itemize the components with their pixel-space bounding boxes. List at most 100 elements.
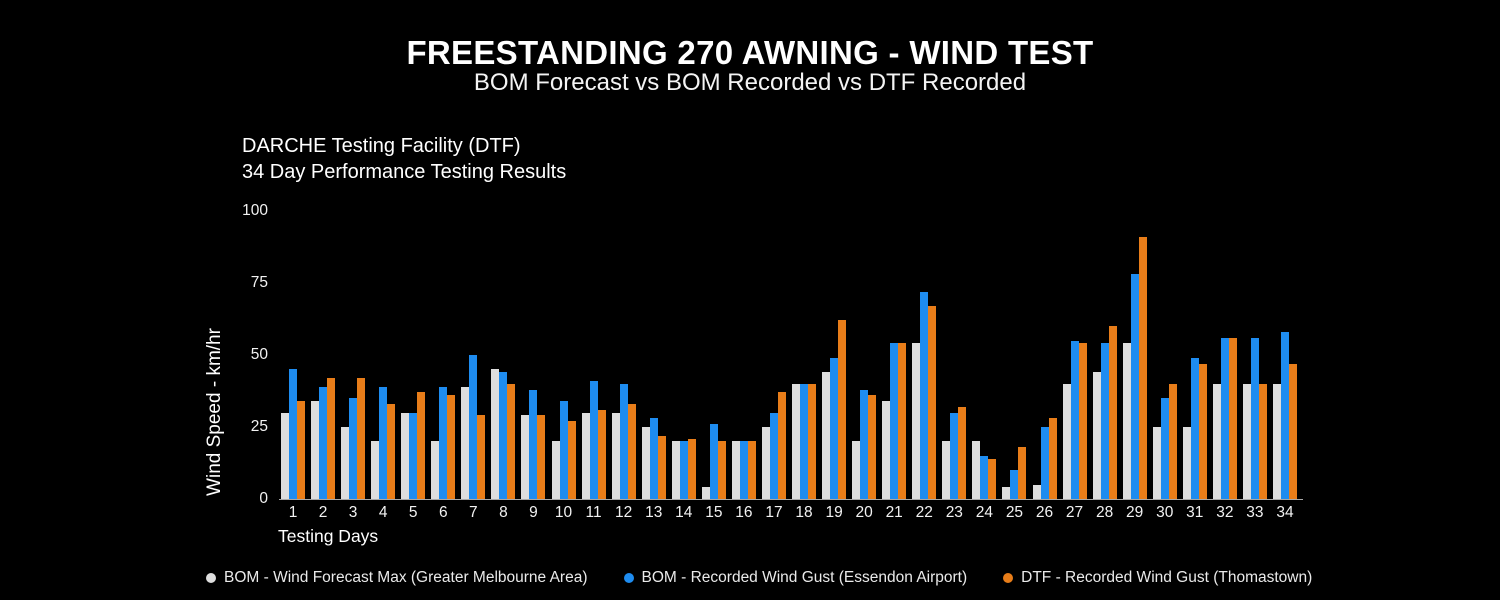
bar-bom-forecast-max <box>431 441 440 499</box>
bar-dtf-recorded-gust <box>417 392 426 499</box>
x-tick-label: 34 <box>1276 504 1294 521</box>
bar-group-day-20 <box>852 389 877 499</box>
bar-group-day-29 <box>1122 236 1147 499</box>
x-tick-label: 5 <box>408 504 418 521</box>
bar-bom-recorded-gust <box>499 372 508 499</box>
bar-bom-forecast-max <box>1272 383 1281 499</box>
bar-bom-forecast-max <box>491 369 500 499</box>
bar-bom-recorded-gust <box>649 418 658 499</box>
bar-dtf-recorded-gust <box>747 441 756 499</box>
x-tick-label: 21 <box>885 504 903 521</box>
bar-dtf-recorded-gust <box>988 458 997 499</box>
bar-dtf-recorded-gust <box>567 421 576 499</box>
bar-dtf-recorded-gust <box>447 395 456 499</box>
bar-bom-forecast-max <box>822 372 831 499</box>
bar-bom-forecast-max <box>701 487 710 499</box>
x-tick-label: 30 <box>1156 504 1174 521</box>
bar-bom-forecast-max <box>1032 484 1041 499</box>
bar-group-day-34 <box>1272 331 1297 499</box>
bar-dtf-recorded-gust <box>657 435 666 499</box>
bar-group-day-26 <box>1032 418 1057 499</box>
bar-bom-recorded-gust <box>800 383 809 499</box>
x-tick-label: 14 <box>675 504 693 521</box>
y-tick-label: 25 <box>250 418 268 435</box>
bar-bom-forecast-max <box>551 441 560 499</box>
bar-group-day-8 <box>491 369 516 499</box>
bar-group-day-23 <box>942 406 967 499</box>
x-tick-label: 4 <box>378 504 388 521</box>
bar-dtf-recorded-gust <box>928 306 937 499</box>
bar-dtf-recorded-gust <box>1258 383 1267 499</box>
bar-group-day-4 <box>371 386 396 499</box>
bar-bom-recorded-gust <box>1220 337 1229 499</box>
bar-dtf-recorded-gust <box>1288 363 1297 499</box>
bar-group-day-7 <box>461 355 486 499</box>
x-tick-label: 27 <box>1065 504 1084 521</box>
bar-bom-forecast-max <box>1122 343 1131 499</box>
bar-dtf-recorded-gust <box>1108 326 1117 499</box>
legend-item-bom-forecast-max[interactable]: BOM - Wind Forecast Max (Greater Melbour… <box>206 569 588 587</box>
bar-dtf-recorded-gust <box>1168 383 1177 499</box>
x-tick-label: 20 <box>855 504 873 521</box>
bar-dtf-recorded-gust <box>627 403 636 499</box>
bar-dtf-recorded-gust <box>597 409 606 499</box>
x-tick-label: 8 <box>499 504 508 521</box>
x-tick-label: 23 <box>945 504 963 521</box>
bar-group-day-6 <box>431 386 456 499</box>
bar-dtf-recorded-gust <box>717 441 726 499</box>
annotation-line-1: DARCHE Testing Facility (DTF) <box>242 135 521 157</box>
bar-dtf-recorded-gust <box>777 392 786 499</box>
bar-bom-forecast-max <box>1002 487 1011 499</box>
bar-dtf-recorded-gust <box>1018 447 1027 499</box>
bar-group-day-2 <box>311 378 336 499</box>
bar-group-day-27 <box>1062 340 1087 499</box>
bar-group-day-24 <box>972 441 997 499</box>
bar-group-day-30 <box>1152 383 1177 499</box>
legend-item-dtf-recorded-gust[interactable]: DTF - Recorded Wind Gust (Thomastown) <box>1003 569 1312 587</box>
bar-bom-forecast-max <box>761 427 770 499</box>
bar-bom-recorded-gust <box>830 357 839 499</box>
bar-dtf-recorded-gust <box>687 438 696 499</box>
bar-bom-recorded-gust <box>469 355 478 499</box>
bar-bom-forecast-max <box>731 441 740 499</box>
bar-bom-forecast-max <box>972 441 981 499</box>
bar-group-day-28 <box>1092 326 1117 499</box>
legend-item-bom-recorded-gust[interactable]: BOM - Recorded Wind Gust (Essendon Airpo… <box>623 569 967 587</box>
x-tick-label: 2 <box>318 504 328 521</box>
bar-bom-forecast-max <box>792 383 801 499</box>
bar-dtf-recorded-gust <box>297 401 305 499</box>
bar-bom-recorded-gust <box>409 412 418 499</box>
bar-group-day-3 <box>341 378 366 499</box>
x-tick-label: 25 <box>1005 504 1024 521</box>
bar-group-day-17 <box>761 392 786 499</box>
legend-label: BOM - Wind Forecast Max (Greater Melbour… <box>224 569 588 586</box>
x-tick-label: 1 <box>288 504 298 521</box>
page-subtitle: BOM Forecast vs BOM Recorded vs DTF Reco… <box>473 69 1027 96</box>
bar-bom-forecast-max <box>912 343 921 499</box>
bar-group-day-14 <box>671 438 696 499</box>
legend-dot-icon <box>1003 573 1014 583</box>
bar-bom-recorded-gust <box>589 380 598 499</box>
x-tick-label: 19 <box>825 504 843 521</box>
bar-group-day-16 <box>731 441 756 499</box>
y-tick-label: 0 <box>259 490 268 507</box>
x-tick-label: 12 <box>615 504 633 521</box>
bar-dtf-recorded-gust <box>327 378 336 499</box>
bar-bom-forecast-max <box>461 386 470 499</box>
bar-dtf-recorded-gust <box>1198 363 1207 499</box>
bar-group-day-9 <box>521 389 546 499</box>
bar-dtf-recorded-gust <box>1138 236 1147 499</box>
chart-annotation: DARCHE Testing Facility (DTF) 34 Day Per… <box>242 133 566 185</box>
bar-group-day-33 <box>1242 337 1267 499</box>
bar-bom-forecast-max <box>1152 427 1161 499</box>
bar-bom-recorded-gust <box>1280 331 1289 499</box>
bar-bom-forecast-max <box>581 412 590 499</box>
bar-bom-forecast-max <box>401 412 410 499</box>
bar-bom-recorded-gust <box>439 386 448 499</box>
bar-bom-forecast-max <box>1062 383 1071 499</box>
bar-group-day-5 <box>401 392 426 499</box>
x-tick-label: 11 <box>585 504 602 521</box>
annotation-line-2: 34 Day Performance Testing Results <box>242 161 567 183</box>
bar-bom-forecast-max <box>1212 383 1221 499</box>
bar-dtf-recorded-gust <box>357 378 366 499</box>
